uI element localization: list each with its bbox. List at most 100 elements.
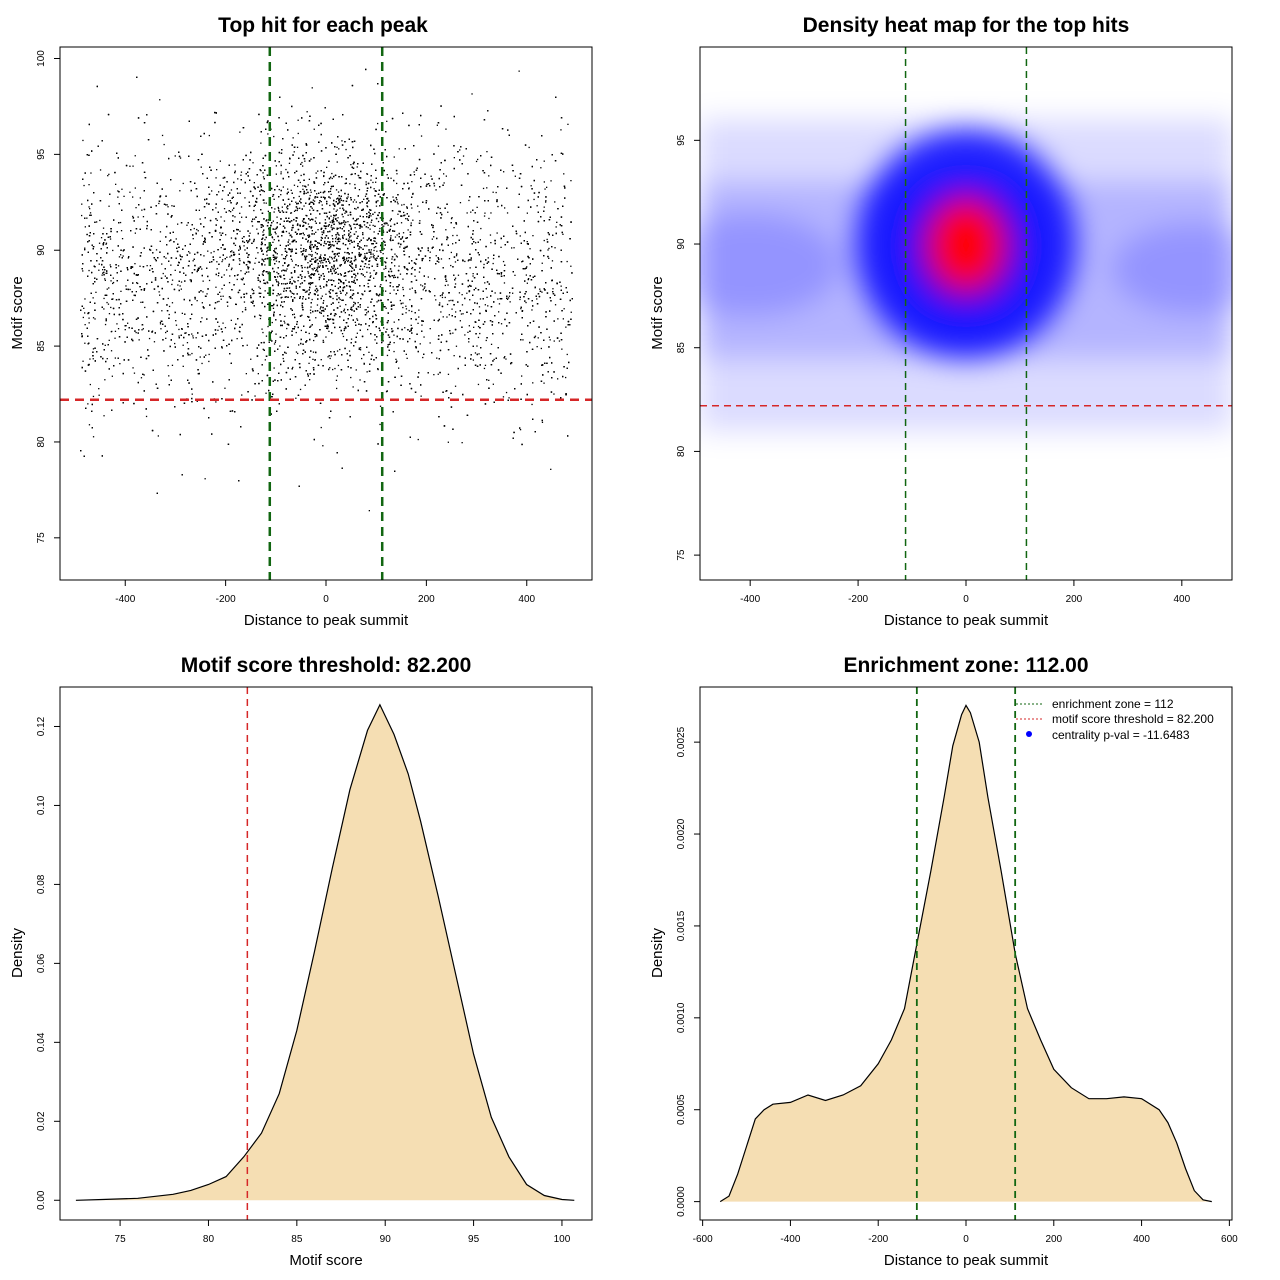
scatter-point — [437, 373, 439, 375]
scatter-point — [439, 295, 442, 297]
scatter-point — [309, 379, 311, 381]
scatter-point — [338, 234, 340, 236]
scatter-point — [179, 157, 182, 159]
scatter-point — [226, 269, 228, 271]
scatter-point — [315, 217, 317, 219]
scatter-point — [347, 221, 349, 223]
scatter-point — [201, 302, 203, 304]
scatter-point — [211, 190, 213, 192]
scatter-point — [462, 259, 464, 261]
scatter-point — [231, 250, 233, 252]
scatter-point — [476, 345, 478, 347]
scatter-point — [301, 161, 303, 164]
scatter-point — [84, 342, 86, 344]
scatter-point — [553, 340, 555, 342]
scatter-point — [500, 323, 503, 325]
scatter-point — [155, 249, 158, 251]
scatter-point — [195, 232, 197, 234]
scatter-point — [526, 266, 528, 268]
scatter-point — [158, 291, 160, 293]
scatter-point — [336, 228, 338, 230]
scatter-point — [533, 198, 535, 201]
scatter-point — [278, 188, 280, 191]
scatter-point — [507, 297, 510, 299]
scatter-point — [364, 255, 366, 257]
scatter-point — [363, 198, 365, 200]
scatter-point — [393, 289, 395, 291]
scatter-point — [330, 176, 332, 178]
scatter-point — [470, 211, 472, 213]
scatter-point — [304, 266, 306, 269]
scatter-point — [132, 217, 134, 219]
scatter-point — [330, 224, 333, 227]
scatter-point — [417, 322, 419, 324]
scatter-point — [339, 264, 341, 266]
scatter-point — [448, 314, 450, 316]
scatter-point — [358, 189, 361, 191]
scatter-point — [406, 206, 408, 208]
scatter-point — [329, 367, 331, 369]
scatter-point — [313, 128, 315, 130]
scatter-point — [377, 122, 379, 125]
scatter-point — [508, 397, 510, 399]
scatter-point — [322, 445, 324, 447]
scatter-point — [543, 181, 545, 183]
scatter-point — [503, 282, 506, 284]
scatter-point — [238, 263, 241, 265]
scatter-point — [280, 293, 282, 295]
scatter-point — [349, 243, 351, 245]
scatter-point — [286, 206, 288, 208]
scatter-point — [266, 254, 268, 256]
scatter-point — [316, 193, 318, 195]
scatter-point — [521, 375, 523, 377]
scatter-point — [353, 199, 356, 201]
scatter-point — [204, 241, 206, 243]
scatter-point — [239, 230, 241, 232]
scatter-point — [338, 301, 340, 304]
scatter-point — [369, 290, 372, 292]
scatter-point — [354, 227, 356, 229]
scatter-point — [117, 190, 119, 192]
scatter-point — [518, 70, 520, 72]
scatter-point — [134, 187, 136, 189]
scatter-point — [327, 356, 329, 358]
scatter-point — [313, 339, 315, 342]
scatter-point — [453, 355, 455, 357]
scatter-point — [528, 278, 530, 280]
scatter-point — [144, 306, 146, 309]
scatter-point — [261, 273, 264, 275]
scatter-point — [267, 325, 269, 328]
scatter-point — [359, 347, 362, 349]
scatter-point — [521, 261, 523, 263]
scatter-point — [424, 286, 426, 288]
scatter-point — [228, 282, 231, 284]
scatter-point — [368, 510, 370, 512]
scatter-point — [443, 173, 445, 175]
scatter-point — [369, 228, 371, 230]
scatter-point — [219, 291, 221, 293]
scatter-point — [275, 333, 277, 335]
scatter-point — [345, 279, 347, 281]
scatter-point — [293, 210, 296, 212]
scatter-point — [282, 186, 284, 188]
scatter-point — [278, 208, 280, 210]
scatter-point — [125, 325, 127, 327]
scatter-point — [123, 195, 125, 197]
scatter-point — [455, 223, 458, 225]
scatter-point — [115, 183, 117, 185]
scatter-point — [308, 178, 310, 180]
scatter-point — [503, 171, 505, 173]
scatter-point — [119, 363, 121, 365]
scatter-point — [407, 229, 409, 231]
scatter-point — [353, 304, 355, 306]
scatter-point — [483, 263, 485, 266]
scatter-point — [551, 260, 554, 262]
scatter-point — [330, 303, 332, 305]
scatter-point — [354, 207, 356, 210]
scatter-point — [287, 220, 289, 222]
scatter-point — [376, 250, 378, 252]
scatter-point — [311, 250, 313, 252]
scatter-point — [375, 181, 377, 183]
scatter-point — [310, 312, 312, 314]
scatter-point — [89, 212, 92, 214]
